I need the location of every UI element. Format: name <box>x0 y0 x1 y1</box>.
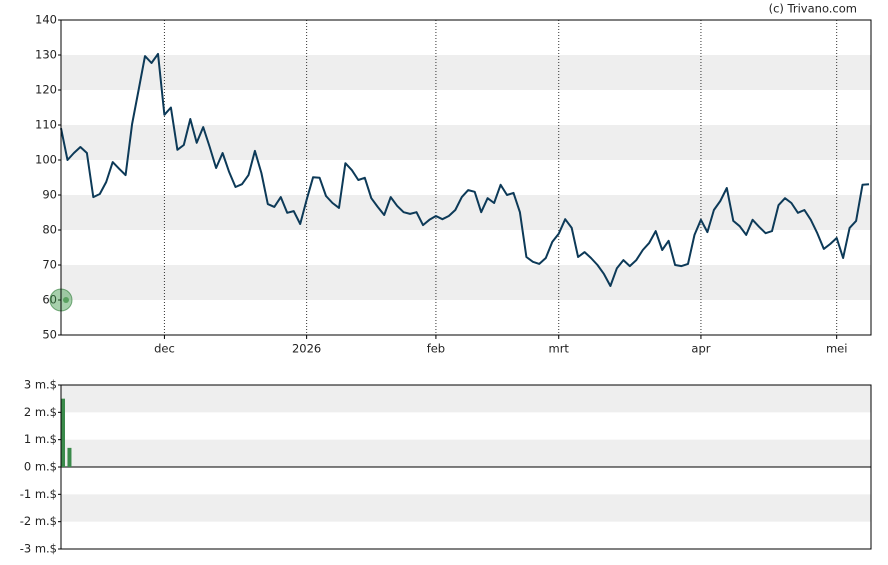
y-tick-label: 140 <box>35 13 57 27</box>
x-tick-label: apr <box>691 342 710 356</box>
price-line <box>60 52 870 287</box>
y-tick-label: 110 <box>35 118 57 132</box>
x-tick-label: dec <box>154 342 175 356</box>
grid-band <box>61 385 871 413</box>
y-tick-label: 70 <box>42 258 57 272</box>
y-tick-label: 1 m.$ <box>24 432 57 446</box>
grid-band <box>61 439 871 467</box>
grid-band <box>61 494 871 522</box>
y-tick-label: 3 m.$ <box>24 378 57 392</box>
x-tick-label: mrt <box>549 342 570 356</box>
source-credit: (c) Trivano.com <box>769 2 857 16</box>
y-tick-label: 100 <box>35 153 57 167</box>
y-tick-label: 0 m.$ <box>24 460 57 474</box>
grid-band <box>61 265 871 300</box>
grid-band <box>61 55 871 90</box>
plot-frame <box>60 384 872 550</box>
grid-band <box>61 125 871 160</box>
y-tick-label: 130 <box>35 48 57 62</box>
x-tick-label: 2026 <box>292 342 321 356</box>
y-tick-label: 120 <box>35 83 57 97</box>
x-tick-label: mei <box>826 342 847 356</box>
volume-bar <box>61 398 65 467</box>
hover-dot <box>63 297 69 303</box>
y-tick-label: -1 m.$ <box>20 487 57 501</box>
y-tick-label: 80 <box>42 223 57 237</box>
x-tick-label: feb <box>427 342 445 356</box>
y-tick-label: 2 m.$ <box>24 405 57 419</box>
y-tick-label: -2 m.$ <box>20 514 57 528</box>
volume-bar <box>67 447 72 467</box>
y-tick-label: 50 <box>42 328 57 342</box>
plot-frame <box>60 19 872 336</box>
y-tick-label: 90 <box>42 188 57 202</box>
y-tick-label: -3 m.$ <box>20 542 57 556</box>
